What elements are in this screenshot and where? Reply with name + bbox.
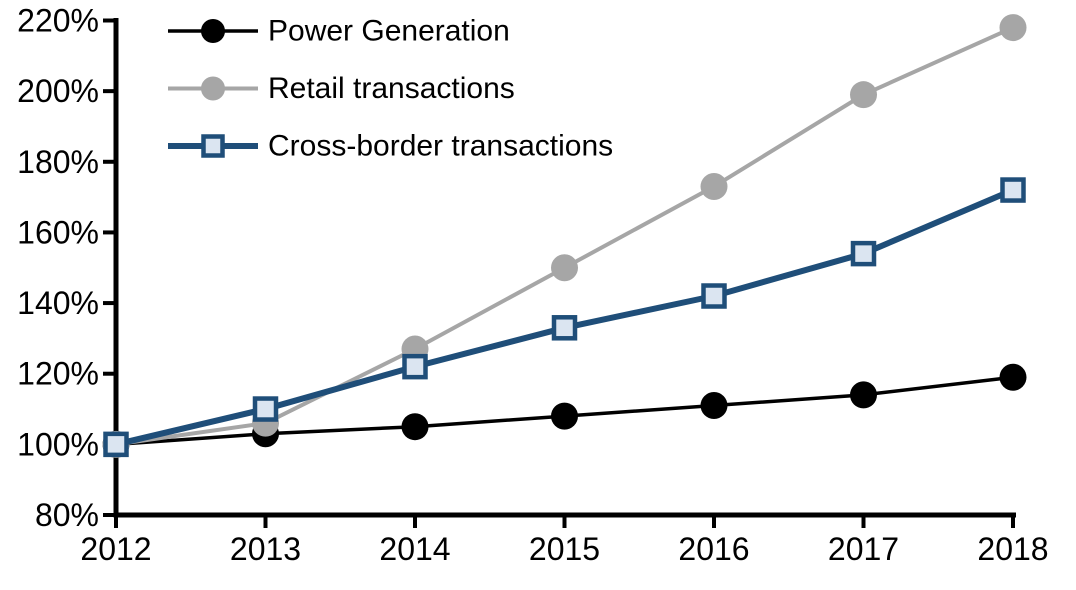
legend-item: Power Generation xyxy=(168,15,510,48)
y-tick-label: 100% xyxy=(17,426,99,462)
square-marker xyxy=(402,353,428,380)
circle-marker xyxy=(700,173,728,201)
square-marker xyxy=(1000,177,1026,203)
circle-marker xyxy=(850,81,877,109)
circle-marker xyxy=(999,14,1027,42)
y-tick-label: 200% xyxy=(17,73,99,109)
x-tick-label: 2018 xyxy=(977,531,1048,567)
x-tick-label: 2017 xyxy=(828,531,899,567)
circle-marker xyxy=(201,19,225,43)
circle-marker xyxy=(700,392,728,420)
x-tick-label: 2014 xyxy=(379,531,450,567)
square-marker xyxy=(551,315,578,341)
circle-marker xyxy=(551,402,578,430)
x-tick-label: 2016 xyxy=(678,531,749,567)
circle-marker xyxy=(401,413,429,441)
x-tick-label: 2015 xyxy=(529,531,600,567)
x-tick-label: 2013 xyxy=(230,531,301,567)
legend-label: Retail transactions xyxy=(268,72,515,105)
square-marker xyxy=(103,431,129,458)
circle-marker xyxy=(850,381,877,409)
y-tick-label: 140% xyxy=(17,285,99,321)
circle-marker xyxy=(201,76,225,101)
circle-marker xyxy=(551,254,578,282)
series-2 xyxy=(103,177,1026,458)
circle-marker xyxy=(999,363,1027,391)
square-marker xyxy=(701,283,727,309)
x-tick-label: 2012 xyxy=(80,531,151,567)
legend-label: Cross-border transactions xyxy=(268,130,613,163)
square-marker xyxy=(201,134,225,158)
legend-item: Cross-border transactions xyxy=(168,130,613,163)
square-marker xyxy=(252,396,279,422)
square-marker xyxy=(850,240,877,267)
y-tick-label: 220% xyxy=(17,3,99,39)
y-tick-label: 120% xyxy=(17,356,99,392)
y-tick-label: 160% xyxy=(17,214,99,250)
series-0 xyxy=(102,363,1027,458)
legend-label: Power Generation xyxy=(268,15,510,48)
legend-item: Retail transactions xyxy=(168,72,515,105)
y-tick-label: 180% xyxy=(17,144,99,180)
y-tick-label: 80% xyxy=(35,497,99,533)
